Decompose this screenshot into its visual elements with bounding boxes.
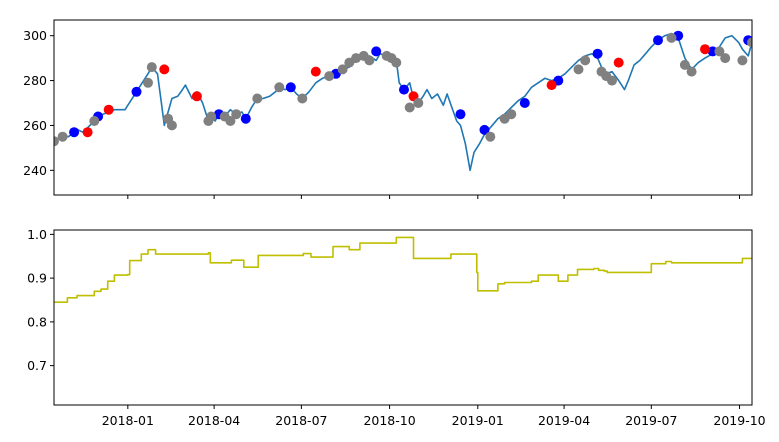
hold-marker bbox=[580, 55, 591, 66]
ratio-plot-area bbox=[54, 236, 752, 303]
buy-marker bbox=[103, 104, 114, 115]
sell-marker bbox=[285, 82, 296, 93]
x-tick-label: 2019-07 bbox=[625, 413, 677, 428]
hold-marker bbox=[143, 77, 153, 88]
y-tick-label: 1.0 bbox=[27, 227, 47, 242]
sell-marker bbox=[519, 98, 530, 108]
hold-marker bbox=[252, 93, 263, 104]
hold-marker bbox=[666, 32, 677, 43]
price-axes-frame bbox=[53, 19, 753, 196]
hold-marker bbox=[747, 37, 752, 48]
y-tick-label: 0.7 bbox=[27, 358, 47, 373]
price-x-axis bbox=[127, 195, 741, 199]
x-tick-label: 2019-01 bbox=[452, 413, 504, 428]
hold-marker bbox=[231, 109, 242, 120]
hold-marker bbox=[404, 102, 415, 113]
hold-marker bbox=[225, 116, 236, 126]
ratio-y-axis: 0.7 0.8 0.9 1.0 bbox=[27, 227, 54, 373]
hold-marker bbox=[146, 62, 157, 73]
x-tick-label: 2018-04 bbox=[188, 413, 240, 428]
ratio-chart: 0.7 0.8 0.9 1.0 2018-01 2018-04 2018-07 2018-1… bbox=[27, 227, 766, 428]
buy-marker bbox=[613, 57, 624, 68]
hold-marker bbox=[166, 120, 177, 131]
sell-marker bbox=[653, 35, 663, 46]
buy-marker bbox=[191, 91, 202, 102]
price-chart: 240 260 280 300 bbox=[23, 19, 753, 199]
ratio-line bbox=[54, 236, 752, 303]
hold-marker bbox=[485, 131, 496, 142]
ratio-x-axis: 2018-01 2018-04 2018-07 2018-10 2019-01 2019-… bbox=[102, 405, 766, 428]
x-tick-label: 2018-01 bbox=[102, 413, 154, 428]
y-tick-label: 300 bbox=[23, 28, 47, 43]
hold-marker bbox=[686, 66, 697, 77]
y-tick-label: 240 bbox=[23, 163, 47, 178]
y-tick-label: 0.9 bbox=[27, 271, 47, 286]
x-tick-label: 2018-07 bbox=[275, 413, 327, 428]
hold-marker bbox=[573, 64, 584, 75]
buy-marker bbox=[546, 80, 557, 91]
hold-marker bbox=[737, 55, 748, 66]
hold-marker bbox=[57, 131, 68, 142]
hold-marker bbox=[364, 55, 375, 66]
buy-marker bbox=[700, 44, 710, 55]
hold-marker bbox=[274, 82, 285, 93]
y-tick-label: 0.8 bbox=[27, 314, 47, 329]
buy-marker bbox=[82, 127, 93, 138]
hold-marker bbox=[54, 136, 59, 147]
hold-marker bbox=[324, 71, 335, 82]
sell-marker bbox=[371, 46, 382, 57]
hold-marker bbox=[506, 109, 517, 120]
price-plot-area bbox=[54, 30, 752, 172]
y-tick-label: 260 bbox=[23, 118, 47, 133]
sell-marker bbox=[455, 109, 466, 120]
buy-marker bbox=[310, 66, 321, 77]
ratio-axes-frame bbox=[53, 229, 753, 406]
hold-marker bbox=[297, 93, 308, 104]
hold-marker bbox=[720, 53, 731, 64]
x-tick-label: 2018-10 bbox=[363, 413, 415, 428]
hold-marker bbox=[679, 59, 690, 70]
sell-marker bbox=[592, 48, 603, 59]
hold-marker bbox=[607, 75, 617, 86]
sell-marker bbox=[240, 113, 251, 124]
sell-marker bbox=[131, 86, 142, 97]
y-tick-label: 280 bbox=[23, 73, 47, 88]
hold-marker bbox=[714, 46, 725, 57]
price-y-axis: 240 260 280 300 bbox=[23, 28, 54, 178]
x-tick-label: 2019-10 bbox=[713, 413, 765, 428]
hold-marker bbox=[89, 116, 100, 126]
hold-marker bbox=[391, 57, 402, 68]
sell-marker bbox=[399, 84, 409, 95]
buy-marker bbox=[159, 64, 170, 75]
hold-marker bbox=[337, 64, 348, 75]
sell-marker bbox=[69, 127, 80, 138]
hold-marker bbox=[351, 53, 361, 64]
hold-marker bbox=[206, 111, 217, 122]
hold-marker bbox=[413, 98, 424, 108]
x-tick-label: 2019-04 bbox=[538, 413, 590, 428]
sell-marker bbox=[479, 124, 490, 135]
